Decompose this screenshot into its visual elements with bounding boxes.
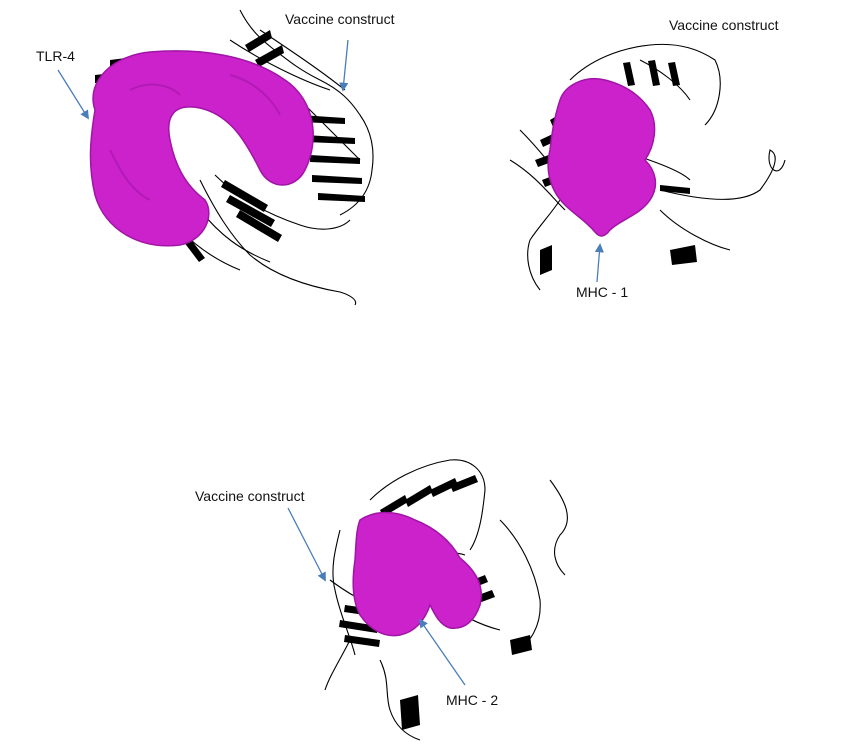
panel-mhc2: Vaccine construct MHC - 2 <box>180 440 600 750</box>
mhc2-label: MHC - 2 <box>446 692 499 708</box>
mhc2-arrow <box>418 618 466 686</box>
tlr4-vaccine-label: Vaccine construct <box>285 11 395 27</box>
mhc1-vaccine-label: Vaccine construct <box>669 17 779 33</box>
tlr4-label: TLR-4 <box>36 48 75 64</box>
mhc1-label: MHC - 1 <box>576 284 629 300</box>
mhc1-surface <box>547 78 657 237</box>
mhc1-docking-image <box>509 43 786 291</box>
mhc1-vaccine-ribbon <box>509 43 786 291</box>
tlr4-docking-image <box>57 9 374 306</box>
mhc2-vaccine-label: Vaccine construct <box>195 488 305 504</box>
tlr4-vaccine-arrow <box>339 39 349 92</box>
tlr4-arrow <box>57 69 89 120</box>
mhc2-surface <box>352 511 482 637</box>
panel-tlr4: TLR-4 Vaccine construct <box>0 0 430 320</box>
mhc2-vaccine-arrow <box>287 507 326 582</box>
tlr4-surface <box>89 50 314 247</box>
mhc1-arrow <box>594 243 604 283</box>
mhc2-docking-image <box>287 459 568 741</box>
panel-mhc1: Vaccine construct MHC - 1 <box>480 0 859 320</box>
